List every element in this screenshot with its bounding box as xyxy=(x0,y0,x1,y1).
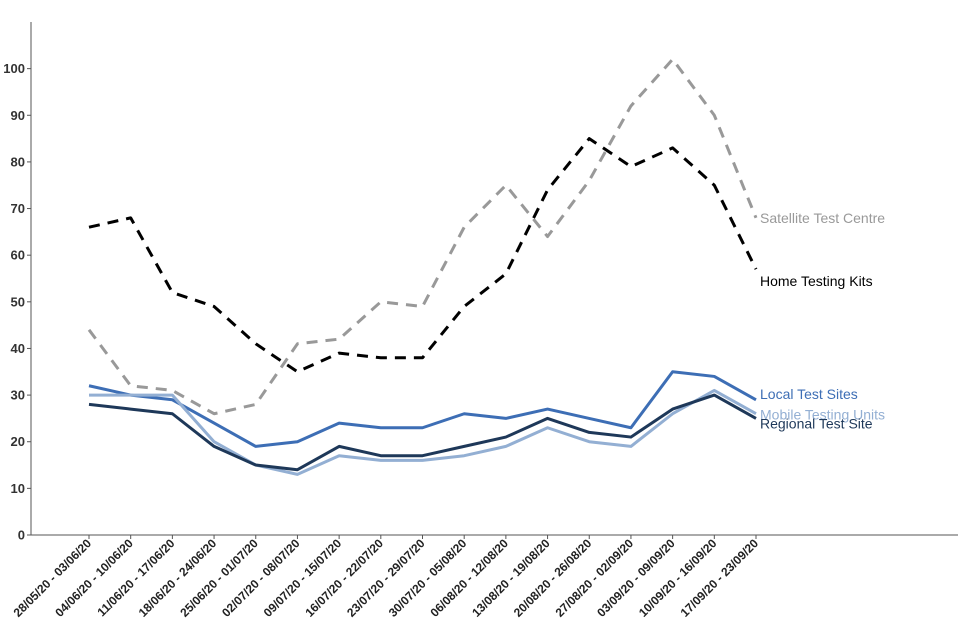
y-tick-label: 0 xyxy=(18,528,25,543)
series-line-local-test-sites xyxy=(88,370,757,448)
x-tick-label: 06/08/20 - 12/08/20 xyxy=(427,536,511,620)
series-labels: Satellite Test Centre Home Testing Kits Lo… xyxy=(760,210,885,432)
series-label: Home Testing Kits xyxy=(760,273,873,289)
x-tick-label: 23/07/20 - 29/07/20 xyxy=(344,536,428,620)
x-tick-label: 13/08/20 - 19/08/20 xyxy=(469,536,553,620)
x-tick-label: 27/08/20 - 02/09/20 xyxy=(553,536,637,620)
y-tick-label: 40 xyxy=(11,341,25,356)
y-tick-label: 80 xyxy=(11,154,25,169)
x-tick-label: 09/07/20 - 15/07/20 xyxy=(261,536,345,620)
series-label: Mobile Testing Units xyxy=(760,407,885,423)
x-tick-label: 16/07/20 - 22/07/20 xyxy=(302,536,386,620)
series-line-mobile-testing-units xyxy=(89,388,757,476)
axes xyxy=(30,22,958,536)
x-tick-label: 30/07/20 - 05/08/20 xyxy=(386,536,470,620)
series-line-regional-test-site xyxy=(88,393,757,472)
y-tick-label: 20 xyxy=(11,434,25,449)
x-tick-label: 25/06/20 - 01/07/20 xyxy=(177,536,261,620)
x-tick-label: 28/05/20 - 03/06/20 xyxy=(11,536,95,620)
y-tick-label: 100 xyxy=(3,61,25,76)
x-tick-label: 20/08/20 - 26/08/20 xyxy=(511,536,595,620)
y-tick-label: 70 xyxy=(11,201,25,216)
y-axis-ticks: 0 10 20 30 40 50 60 70 80 90 100 xyxy=(3,61,31,543)
series-line-satellite-test-centre xyxy=(87,57,758,416)
x-tick-label: 04/06/20 - 10/06/20 xyxy=(52,536,136,620)
x-tick-label: 11/06/20 - 17/06/20 xyxy=(94,536,177,619)
x-tick-label: 17/09/20 - 23/09/20 xyxy=(678,536,762,620)
series-label: Satellite Test Centre xyxy=(760,210,885,226)
x-tick-label: 18/06/20 - 24/06/20 xyxy=(136,536,220,620)
series-lines xyxy=(87,57,758,476)
x-tick-label: 10/09/20 - 16/09/20 xyxy=(636,536,720,620)
x-tick-label: 02/07/20 - 08/07/20 xyxy=(219,536,303,620)
y-tick-label: 60 xyxy=(11,248,25,263)
y-tick-label: 50 xyxy=(11,294,25,309)
x-tick-label: 03/09/20 - 09/09/20 xyxy=(594,536,678,620)
series-label: Regional Test Site xyxy=(760,415,873,431)
y-tick-label: 90 xyxy=(11,108,25,123)
y-tick-label: 10 xyxy=(11,481,25,496)
y-tick-label: 30 xyxy=(11,388,25,403)
series-label: Local Test Sites xyxy=(760,386,858,402)
series-line-home-testing-kits xyxy=(88,137,758,374)
